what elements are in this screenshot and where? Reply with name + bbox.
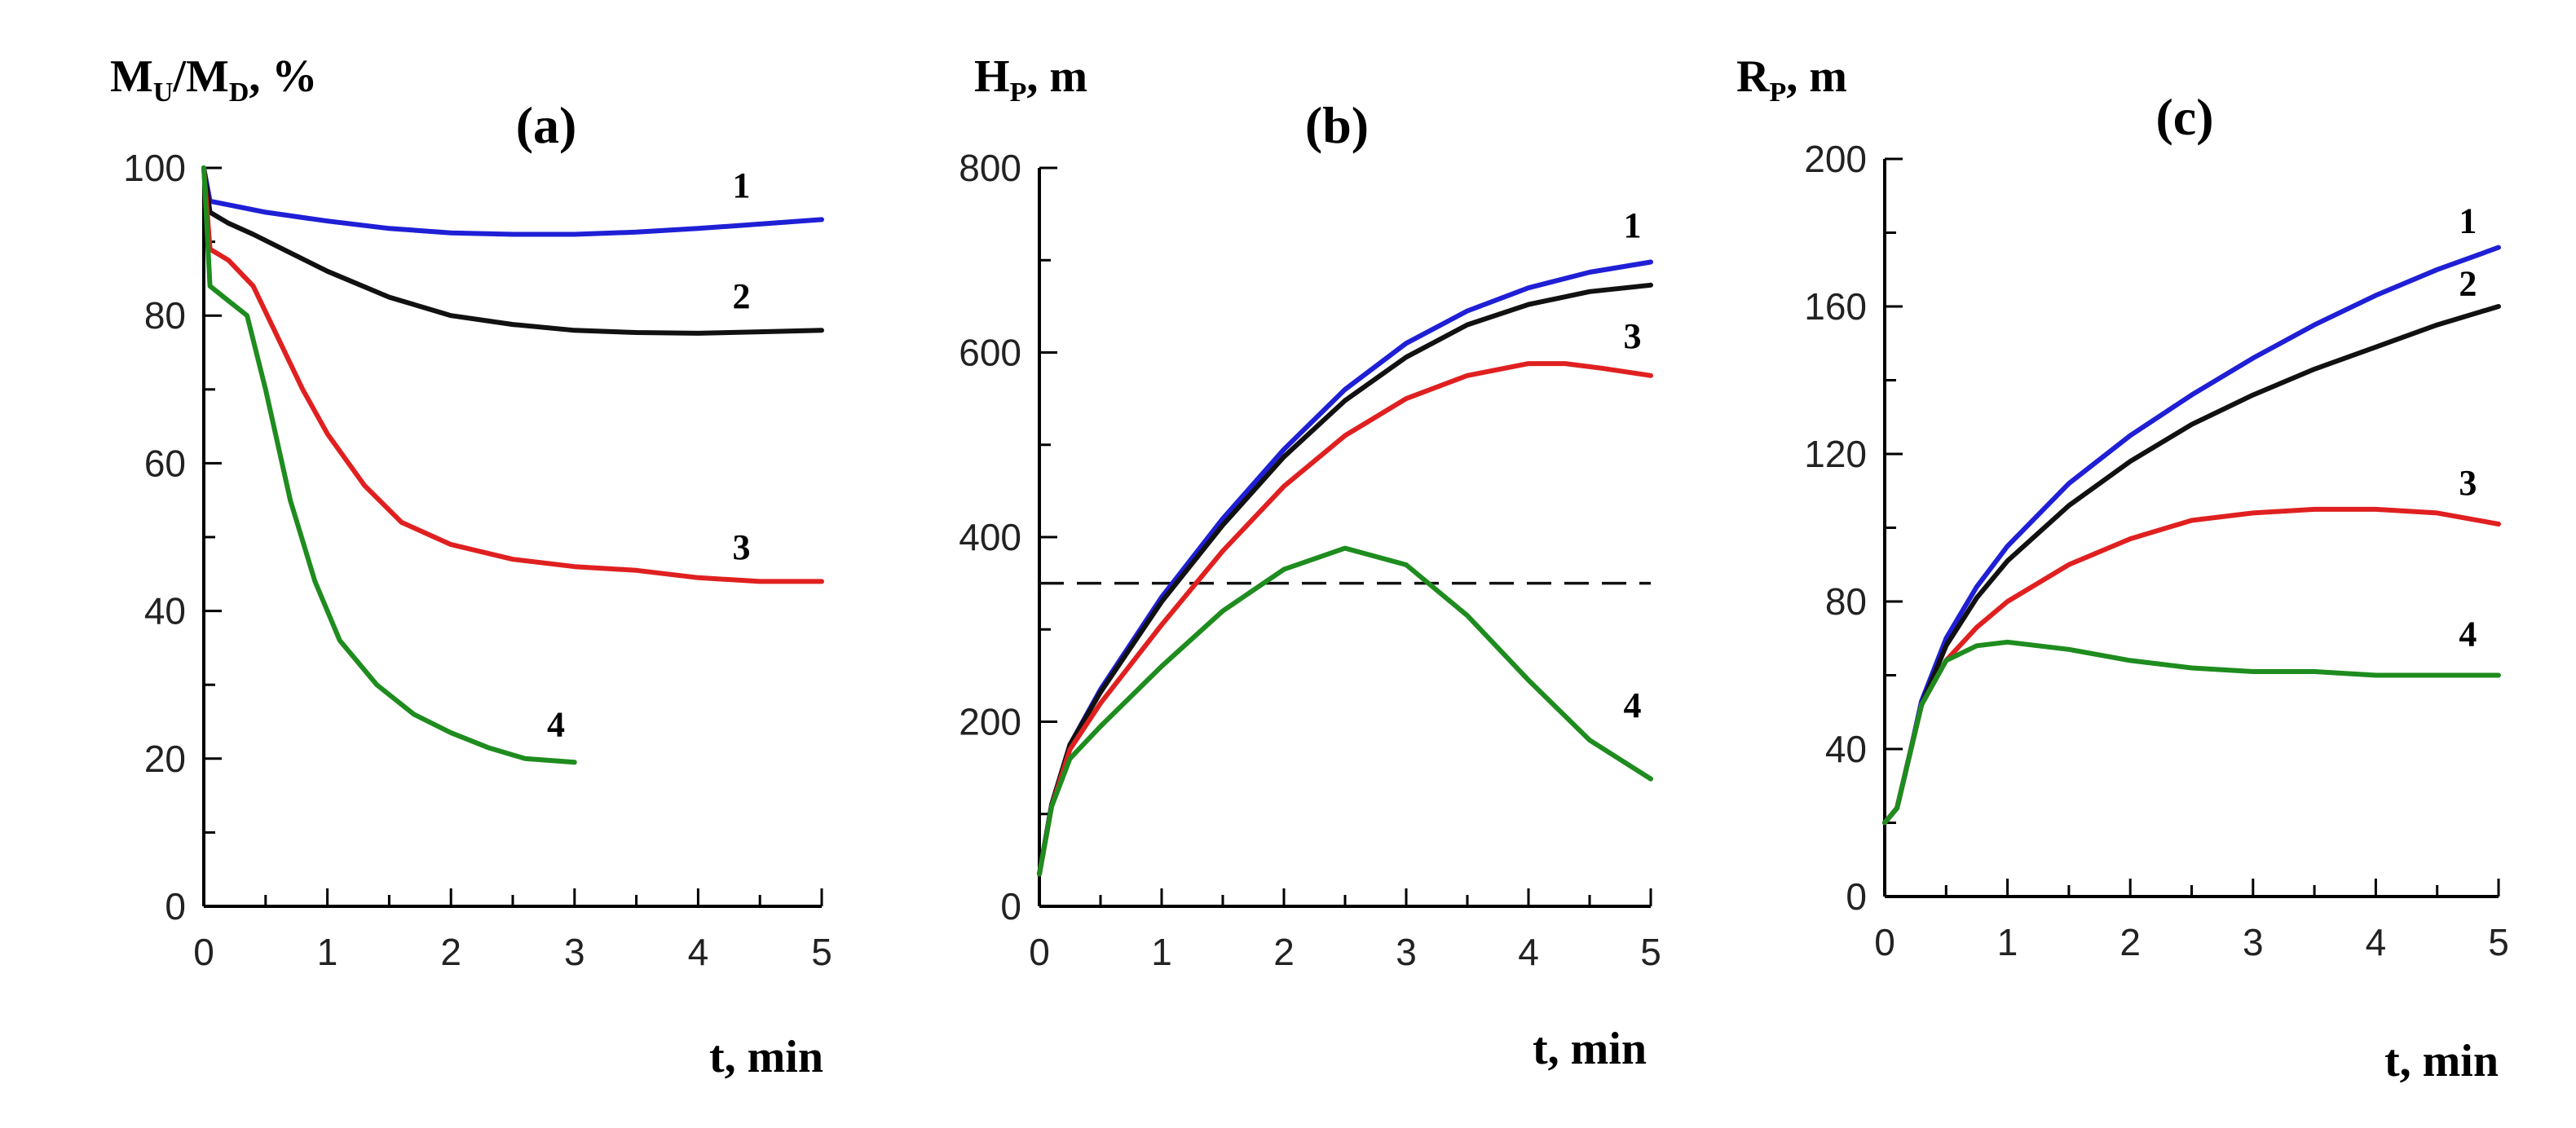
x-tick-label: 0	[1874, 921, 1895, 963]
curve-label-4: 4	[547, 705, 565, 745]
x-axis-label: t, min	[709, 1032, 823, 1082]
y-tick-label: 0	[1846, 875, 1867, 918]
y-axis-label: MU/MD, %	[110, 51, 317, 108]
chart-panel-a: 0 20 40 60 80 100 0 1 2 3 4 5 1 2 3 4 MU/MD, % (a) t, min	[110, 51, 832, 1082]
curve-label-2: 2	[2459, 263, 2477, 303]
series-line-1	[1037, 259, 1653, 877]
curve-label-4: 4	[1624, 685, 1642, 725]
x-tick-label: 5	[1640, 931, 1661, 973]
y-axis-label: RP, m	[1736, 51, 1847, 108]
curve-label-2: 2	[732, 276, 750, 316]
series-line-3	[1037, 361, 1653, 877]
x-tick-label: 2	[440, 931, 461, 973]
chart-panel-b: 0 200 400 600 800 0 1 2 3 4 5 1 3 4 HP, m (b) t, min	[959, 51, 1661, 1074]
y-axis-label: HP, m	[974, 51, 1087, 108]
x-axis-label: t, min	[2384, 1036, 2499, 1086]
series-line-4	[1882, 639, 2501, 826]
y-tick-label: 0	[1000, 885, 1021, 928]
x-tick-label: 1	[1151, 931, 1172, 973]
curve-label-3: 3	[732, 527, 750, 567]
chart-panel-c: 0 40 80 120 160 200 0 1 2 3 4 5 1 2 3 4 RP, m (c) t, min	[1736, 51, 2509, 1086]
panel-title: (c)	[2155, 88, 2213, 146]
x-tick-label: 5	[811, 931, 832, 973]
curve-label-1: 1	[2459, 201, 2477, 241]
y-tick-label: 80	[1825, 580, 1867, 623]
series-line-2	[1037, 282, 1653, 877]
series-line-4	[1037, 545, 1653, 877]
x-tick-label: 2	[2119, 921, 2141, 963]
y-tick-label: 20	[144, 738, 186, 780]
x-tick-label: 0	[193, 931, 214, 973]
curve-label-1: 1	[1624, 205, 1642, 245]
y-tick-label: 120	[1804, 433, 1867, 475]
x-tick-label: 1	[317, 931, 338, 973]
x-tick-label: 1	[1997, 921, 2018, 963]
x-tick-label: 4	[688, 931, 709, 973]
series-line-1	[201, 165, 824, 237]
curve-label-4: 4	[2459, 614, 2477, 654]
series-line-2	[1882, 304, 2501, 826]
y-tick-label: 100	[123, 147, 186, 189]
x-tick-label: 0	[1029, 931, 1050, 973]
panel-title: (b)	[1305, 96, 1369, 154]
y-tick-label: 160	[1804, 285, 1867, 328]
panel-title: (a)	[516, 96, 577, 154]
y-tick-label: 0	[165, 885, 186, 928]
x-tick-label: 3	[1396, 931, 1417, 973]
y-tick-label: 200	[959, 701, 1021, 743]
x-tick-label: 4	[1518, 931, 1539, 973]
y-tick-label: 200	[1804, 138, 1867, 180]
y-tick-label: 40	[1825, 728, 1867, 770]
series-line-4	[201, 165, 577, 765]
y-tick-label: 40	[144, 590, 186, 632]
x-tick-label: 5	[2488, 921, 2509, 963]
x-tick-label: 2	[1273, 931, 1295, 973]
curve-label-3: 3	[2459, 463, 2477, 503]
curve-label-3: 3	[1624, 316, 1642, 356]
y-tick-label: 800	[959, 147, 1021, 189]
x-axis-label: t, min	[1533, 1024, 1647, 1074]
series-line-3	[201, 165, 824, 584]
y-tick-label: 600	[959, 332, 1021, 374]
curve-label-1: 1	[732, 165, 750, 205]
x-tick-label: 3	[564, 931, 585, 973]
y-tick-label: 60	[144, 442, 186, 484]
series-line-2	[201, 165, 824, 336]
x-tick-label: 3	[2243, 921, 2264, 963]
y-tick-label: 80	[144, 294, 186, 337]
x-tick-label: 4	[2366, 921, 2387, 963]
y-tick-label: 400	[959, 516, 1021, 558]
